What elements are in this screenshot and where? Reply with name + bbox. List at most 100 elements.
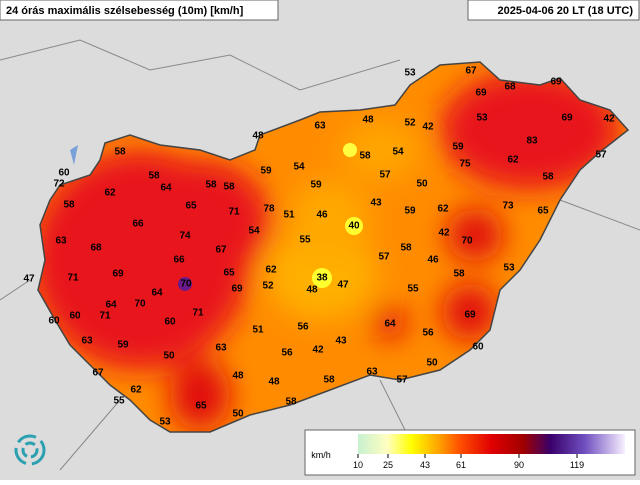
station-value: 75 — [459, 159, 471, 170]
station-value: 50 — [232, 409, 244, 420]
station-value: 58 — [542, 172, 554, 183]
station-value: 38 — [316, 273, 328, 284]
station-value: 50 — [426, 358, 438, 369]
station-value: 46 — [427, 255, 439, 266]
station-value: 62 — [437, 204, 449, 215]
station-value: 69 — [561, 113, 573, 124]
station-value: 52 — [404, 118, 416, 129]
station-value: 64 — [151, 288, 163, 299]
station-value: 68 — [90, 243, 102, 254]
station-value: 51 — [283, 210, 295, 221]
station-value: 70 — [180, 279, 192, 290]
station-value: 57 — [379, 170, 391, 181]
station-value: 63 — [314, 121, 326, 132]
station-value: 58 — [223, 182, 235, 193]
station-value: 40 — [348, 221, 360, 232]
station-value: 56 — [422, 328, 434, 339]
station-value: 57 — [595, 150, 607, 161]
station-value: 48 — [232, 371, 244, 382]
station-value: 67 — [215, 245, 227, 256]
station-value: 42 — [312, 345, 324, 356]
station-value: 55 — [299, 235, 311, 246]
station-value: 63 — [366, 367, 378, 378]
station-value: 50 — [416, 179, 428, 190]
station-value: 66 — [132, 219, 144, 230]
station-value: 59 — [404, 206, 416, 217]
station-value: 62 — [265, 265, 277, 276]
station-value: 55 — [113, 396, 125, 407]
legend-tick-label: 25 — [383, 460, 393, 470]
legend-tick-label: 90 — [514, 460, 524, 470]
station-value: 60 — [69, 311, 81, 322]
station-value: 48 — [252, 131, 264, 142]
station-value: 71 — [67, 273, 79, 284]
station-value: 64 — [384, 319, 396, 330]
legend-tick-label: 10 — [353, 460, 363, 470]
station-value: 67 — [465, 66, 477, 77]
station-value: 48 — [306, 285, 318, 296]
title-box — [0, 0, 279, 21]
station-value: 56 — [281, 348, 293, 359]
station-value: 58 — [285, 397, 297, 408]
lake — [70, 145, 78, 165]
station-value: 63 — [55, 236, 67, 247]
station-value: 70 — [461, 236, 473, 247]
legend-tick-label: 61 — [456, 460, 466, 470]
station-value: 78 — [263, 204, 275, 215]
station-value: 57 — [396, 375, 408, 386]
legend-tick-label: 119 — [570, 460, 584, 470]
station-value: 47 — [337, 280, 349, 291]
station-value: 42 — [438, 228, 450, 239]
station-value: 63 — [215, 343, 227, 354]
station-value: 68 — [504, 82, 516, 93]
time-box — [467, 0, 640, 21]
station-value: 58 — [114, 147, 126, 158]
station-value: 60 — [48, 316, 60, 327]
station-value: 65 — [223, 268, 235, 279]
legend-ticks: 10 25 43 61 90 119 — [353, 454, 584, 470]
station-value: 58 — [63, 200, 75, 211]
colorbar — [358, 434, 625, 454]
station-value: 57 — [378, 252, 390, 263]
station-value: 58 — [148, 171, 160, 182]
station-value: 83 — [526, 136, 538, 147]
logo — [14, 434, 46, 466]
station-value: 71 — [192, 308, 204, 319]
station-value: 74 — [179, 231, 191, 242]
station-value: 67 — [92, 368, 104, 379]
station-value: 59 — [452, 142, 464, 153]
station-value: 59 — [310, 180, 322, 191]
station-value: 43 — [370, 198, 382, 209]
station-value: 46 — [316, 210, 328, 221]
station-value: 48 — [268, 377, 280, 388]
station-value: 42 — [603, 114, 615, 125]
station-value: 60 — [472, 342, 484, 353]
title: 24 órás maximális szélsebesség (10m) [km… — [6, 5, 244, 17]
station-value: 69 — [112, 269, 124, 280]
station-value: 71 — [99, 311, 111, 322]
station-value: 54 — [293, 162, 305, 173]
station-value: 47 — [23, 274, 35, 285]
station-value: 62 — [507, 155, 519, 166]
station-value: 43 — [335, 336, 347, 347]
station-value: 70 — [134, 299, 146, 310]
station-value: 60 — [58, 168, 70, 179]
station-value: 50 — [163, 351, 175, 362]
station-value: 53 — [159, 417, 171, 428]
station-value: 65 — [537, 206, 549, 217]
station-value: 58 — [205, 180, 217, 191]
stations: 53 67 69 68 69 69 42 53 83 57 62 75 59 58 52 42 48 63 48 58… — [23, 66, 615, 428]
station-value: 54 — [248, 226, 260, 237]
station-value: 72 — [53, 179, 65, 190]
station-value: 42 — [422, 122, 434, 133]
station-value: 56 — [297, 322, 309, 333]
station-value: 53 — [476, 113, 488, 124]
legend-tick-label: 43 — [420, 460, 430, 470]
station-value: 71 — [228, 207, 240, 218]
station-value: 52 — [262, 281, 274, 292]
station-value: 51 — [252, 325, 264, 336]
station-value: 64 — [160, 183, 172, 194]
station-value: 64 — [105, 300, 117, 311]
station-value: 55 — [407, 284, 419, 295]
station-value: 69 — [475, 88, 487, 99]
